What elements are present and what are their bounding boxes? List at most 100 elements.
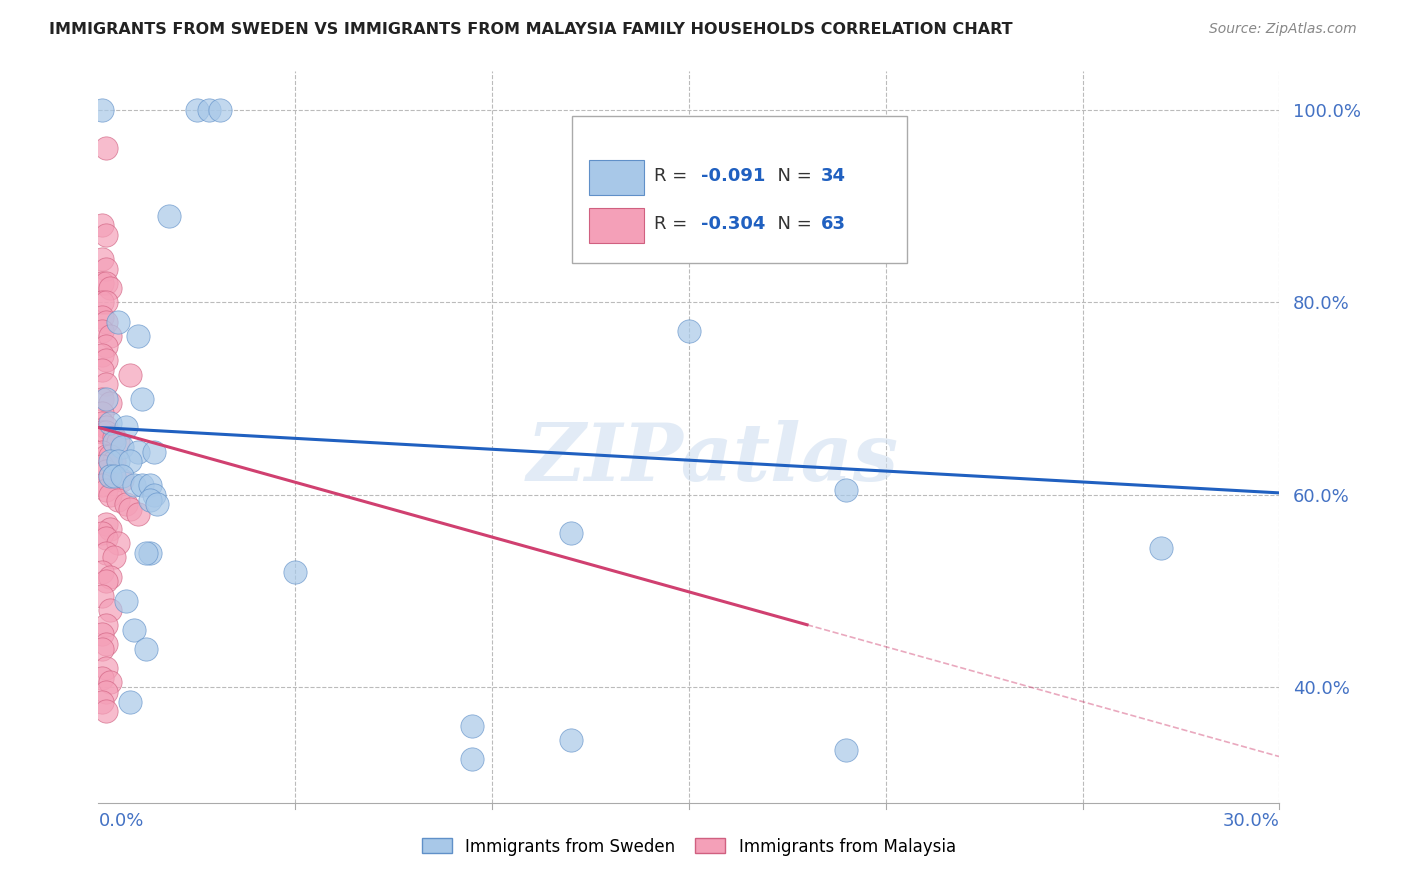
Point xyxy=(91,406,114,420)
Point xyxy=(91,478,114,492)
Point xyxy=(91,641,114,656)
Point xyxy=(142,444,165,458)
Point xyxy=(111,440,134,454)
Point xyxy=(103,430,125,444)
Point xyxy=(91,276,114,290)
Point xyxy=(96,450,118,464)
Text: -0.091: -0.091 xyxy=(702,167,765,185)
Point xyxy=(91,627,114,641)
Point xyxy=(115,498,138,512)
Point xyxy=(1150,541,1173,555)
Text: 30.0%: 30.0% xyxy=(1223,812,1279,830)
Text: ZIPatlas: ZIPatlas xyxy=(526,420,898,498)
Point xyxy=(138,492,160,507)
Point xyxy=(461,752,484,766)
Point xyxy=(91,324,114,338)
Point xyxy=(96,227,118,242)
Point xyxy=(96,483,118,497)
Point xyxy=(98,454,121,468)
Point xyxy=(96,377,118,392)
Text: N =: N = xyxy=(766,167,818,185)
Point xyxy=(107,454,129,468)
Point xyxy=(115,420,138,434)
Point xyxy=(118,695,141,709)
Point xyxy=(91,589,114,603)
Point xyxy=(96,516,118,531)
Point xyxy=(98,450,121,464)
Point xyxy=(96,425,118,440)
Point xyxy=(107,492,129,507)
Point xyxy=(91,425,114,440)
Point xyxy=(103,434,125,449)
Point xyxy=(103,454,125,468)
Legend: Immigrants from Sweden, Immigrants from Malaysia: Immigrants from Sweden, Immigrants from … xyxy=(413,830,965,864)
Point xyxy=(96,574,118,589)
Point xyxy=(157,209,180,223)
Point xyxy=(284,565,307,579)
Point xyxy=(98,468,121,483)
Point xyxy=(122,478,145,492)
Point xyxy=(96,141,118,155)
Point xyxy=(96,637,118,651)
Point xyxy=(111,468,134,483)
Point xyxy=(138,545,160,559)
Point xyxy=(135,545,157,559)
Point xyxy=(138,478,160,492)
Point xyxy=(91,392,114,406)
Point xyxy=(91,444,114,458)
Point xyxy=(127,507,149,521)
Point xyxy=(98,281,121,295)
Point xyxy=(96,685,118,699)
Text: -0.304: -0.304 xyxy=(702,215,765,233)
Point xyxy=(98,569,121,583)
Point xyxy=(103,468,125,483)
Point xyxy=(115,593,138,607)
Point xyxy=(118,454,141,468)
Point xyxy=(96,338,118,352)
Text: R =: R = xyxy=(654,167,693,185)
Point xyxy=(96,392,118,406)
Point xyxy=(91,219,114,233)
Point xyxy=(98,416,121,430)
Point xyxy=(107,536,129,550)
Point xyxy=(91,310,114,324)
Point xyxy=(560,526,582,541)
Point xyxy=(678,324,700,338)
Point xyxy=(91,362,114,376)
Text: 0.0%: 0.0% xyxy=(98,812,143,830)
Point xyxy=(98,468,121,483)
Point xyxy=(91,526,114,541)
Text: 63: 63 xyxy=(821,215,846,233)
Point xyxy=(98,521,121,535)
Point xyxy=(96,545,118,559)
Point xyxy=(835,743,858,757)
Point xyxy=(96,617,118,632)
Point xyxy=(96,464,118,478)
Point xyxy=(96,420,118,434)
Point xyxy=(461,719,484,733)
Text: R =: R = xyxy=(654,215,693,233)
Point xyxy=(103,550,125,565)
Text: 34: 34 xyxy=(821,167,846,185)
Point xyxy=(131,478,153,492)
Point xyxy=(91,671,114,685)
Point xyxy=(96,261,118,276)
Point xyxy=(146,498,169,512)
Point xyxy=(131,392,153,406)
Point xyxy=(560,733,582,747)
Point xyxy=(91,348,114,362)
Point xyxy=(142,488,165,502)
Point xyxy=(127,444,149,458)
Point xyxy=(98,603,121,617)
Point xyxy=(98,488,121,502)
Point xyxy=(127,329,149,343)
Point xyxy=(96,705,118,719)
Text: IMMIGRANTS FROM SWEDEN VS IMMIGRANTS FROM MALAYSIA FAMILY HOUSEHOLDS CORRELATION: IMMIGRANTS FROM SWEDEN VS IMMIGRANTS FRO… xyxy=(49,22,1012,37)
Point xyxy=(96,353,118,368)
Point xyxy=(107,315,129,329)
Point xyxy=(98,675,121,690)
Point xyxy=(91,103,114,117)
Point xyxy=(98,396,121,410)
Text: Source: ZipAtlas.com: Source: ZipAtlas.com xyxy=(1209,22,1357,37)
Text: N =: N = xyxy=(766,215,818,233)
